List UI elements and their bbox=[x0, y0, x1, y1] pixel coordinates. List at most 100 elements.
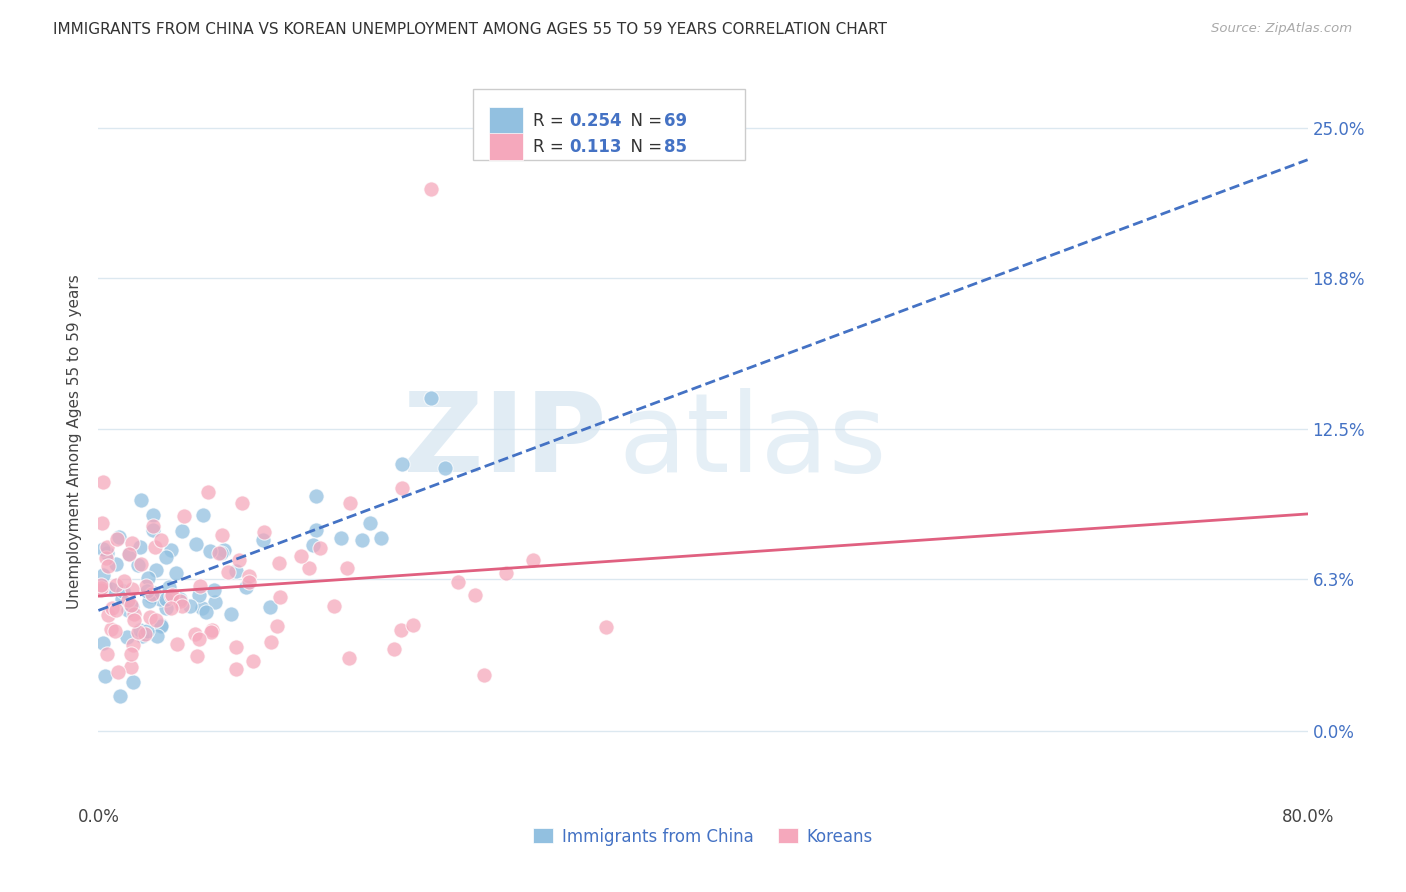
Point bbox=[200, 543, 222, 558]
Text: R =: R = bbox=[533, 112, 568, 129]
Point bbox=[209, 546, 232, 560]
Point bbox=[179, 599, 201, 614]
Point bbox=[96, 607, 118, 622]
FancyBboxPatch shape bbox=[474, 89, 745, 160]
Point bbox=[142, 524, 165, 538]
Point bbox=[238, 575, 260, 590]
Point bbox=[495, 566, 517, 581]
Point bbox=[183, 626, 205, 640]
Point bbox=[305, 523, 328, 537]
Point bbox=[90, 583, 112, 598]
Point bbox=[155, 592, 177, 607]
Point bbox=[420, 391, 443, 405]
Text: 69: 69 bbox=[664, 112, 688, 129]
Point bbox=[225, 565, 247, 579]
Point bbox=[382, 642, 405, 657]
Text: N =: N = bbox=[620, 137, 666, 156]
Point bbox=[336, 561, 359, 575]
Point bbox=[129, 623, 152, 637]
Point bbox=[190, 601, 212, 615]
Point bbox=[121, 675, 143, 690]
Point bbox=[420, 181, 443, 195]
Point bbox=[100, 622, 122, 636]
Point bbox=[290, 549, 312, 563]
Point bbox=[121, 536, 143, 550]
Point bbox=[121, 600, 143, 615]
Point bbox=[195, 606, 218, 620]
Point bbox=[266, 619, 288, 633]
Point bbox=[165, 566, 187, 580]
Point bbox=[94, 580, 117, 594]
Point bbox=[108, 690, 131, 704]
Point bbox=[200, 624, 222, 639]
Point bbox=[127, 558, 149, 572]
Point bbox=[138, 594, 160, 608]
Point bbox=[127, 625, 149, 640]
Point bbox=[305, 489, 328, 503]
Point bbox=[350, 533, 373, 547]
Point bbox=[136, 583, 159, 598]
Point bbox=[269, 590, 291, 604]
Text: 0.254: 0.254 bbox=[569, 112, 621, 129]
Point bbox=[184, 537, 207, 551]
Point bbox=[170, 599, 193, 613]
Point bbox=[93, 542, 115, 557]
Point bbox=[120, 659, 142, 673]
Point bbox=[228, 553, 250, 567]
Point bbox=[94, 550, 117, 565]
Point bbox=[139, 589, 162, 603]
Point bbox=[121, 582, 143, 597]
Point bbox=[191, 508, 214, 522]
FancyBboxPatch shape bbox=[489, 107, 523, 135]
Point bbox=[219, 607, 242, 622]
Point bbox=[217, 565, 239, 579]
Point bbox=[105, 602, 128, 616]
Point bbox=[157, 580, 180, 594]
Text: atlas: atlas bbox=[619, 388, 887, 495]
Point bbox=[111, 583, 134, 598]
Point bbox=[339, 496, 361, 510]
Point bbox=[141, 587, 163, 601]
Point bbox=[118, 547, 141, 561]
Point bbox=[96, 546, 118, 560]
Point bbox=[267, 556, 290, 570]
Point bbox=[201, 624, 224, 638]
Point bbox=[160, 589, 183, 603]
Text: 0.113: 0.113 bbox=[569, 137, 621, 156]
Point bbox=[252, 533, 274, 547]
Point bbox=[117, 603, 139, 617]
Point bbox=[202, 582, 225, 597]
Y-axis label: Unemployment Among Ages 55 to 59 years: Unemployment Among Ages 55 to 59 years bbox=[67, 274, 83, 609]
Point bbox=[370, 531, 392, 545]
Point bbox=[359, 516, 381, 531]
Point bbox=[131, 629, 153, 643]
Point bbox=[105, 557, 128, 571]
Point bbox=[100, 582, 122, 597]
FancyBboxPatch shape bbox=[489, 133, 523, 161]
Point bbox=[142, 508, 165, 522]
Point bbox=[142, 519, 165, 533]
Point bbox=[105, 578, 128, 592]
Point bbox=[150, 533, 173, 547]
Point bbox=[253, 524, 276, 539]
Point bbox=[169, 591, 191, 606]
Point bbox=[118, 547, 141, 561]
Point bbox=[129, 493, 152, 508]
Point bbox=[91, 516, 114, 531]
Point bbox=[402, 617, 425, 632]
Point bbox=[115, 630, 138, 644]
Point bbox=[391, 482, 413, 496]
Point bbox=[242, 654, 264, 668]
Point bbox=[139, 610, 162, 624]
Point bbox=[135, 580, 157, 594]
Text: 85: 85 bbox=[664, 137, 688, 156]
Point bbox=[143, 540, 166, 554]
Point bbox=[134, 627, 156, 641]
Point bbox=[162, 588, 184, 602]
Point bbox=[187, 589, 209, 603]
Point bbox=[159, 543, 181, 558]
Text: ZIP: ZIP bbox=[404, 388, 606, 495]
Point bbox=[145, 613, 167, 627]
Point bbox=[204, 595, 226, 609]
Point bbox=[595, 620, 617, 634]
